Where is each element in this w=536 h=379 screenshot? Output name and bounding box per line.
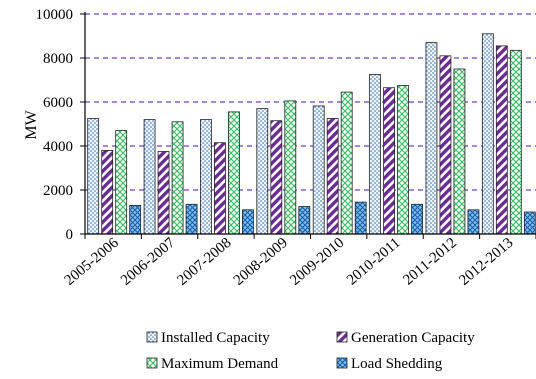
bar-installed-capacity <box>87 118 100 235</box>
legend-swatch <box>336 331 348 343</box>
bar-load-shedding <box>467 209 480 235</box>
bars <box>87 33 536 235</box>
bar-installed-capacity <box>369 74 381 235</box>
y-tick-label: 10000 <box>36 7 74 23</box>
bar-maximum-demand <box>509 49 522 235</box>
legend-swatch <box>336 357 348 369</box>
bar-generation-capacity <box>214 142 226 235</box>
bar-generation-capacity <box>326 118 339 235</box>
bar-load-shedding <box>411 203 423 235</box>
bar-installed-capacity <box>200 119 212 235</box>
bar-maximum-demand <box>397 85 409 235</box>
legend-swatch <box>146 331 158 343</box>
bar-installed-capacity <box>312 105 325 235</box>
x-tick-labels: 2005-20062006-20072007-20082008-20092009… <box>62 234 517 288</box>
bar-generation-capacity <box>495 45 508 235</box>
bar-maximum-demand <box>115 130 128 235</box>
y-axis-label: MW <box>23 109 40 139</box>
bar-installed-capacity <box>481 33 494 235</box>
bar-load-shedding <box>242 209 254 235</box>
bar-maximum-demand <box>340 91 353 235</box>
bar-installed-capacity <box>425 42 438 235</box>
x-tick-label: 2012-2013 <box>456 235 516 289</box>
legend-label: Maximum Demand <box>161 356 279 372</box>
x-tick-label: 2007-2008 <box>174 235 234 289</box>
x-tick-label: 2011-2012 <box>400 235 460 289</box>
bar-load-shedding <box>298 206 311 235</box>
x-tick-label: 2006-2007 <box>118 234 178 288</box>
bar-maximum-demand <box>284 100 297 235</box>
legend-label: Load Shedding <box>351 356 443 372</box>
bar-generation-capacity <box>157 151 170 235</box>
legend-label: Installed Capacity <box>161 330 270 346</box>
bar-load-shedding <box>354 201 367 235</box>
legend: Installed Capacity Generation Capacity Max… <box>146 330 475 372</box>
y-tick-labels: 0 2000 4000 6000 8000 10000 <box>36 7 85 243</box>
bar-generation-capacity <box>270 120 283 235</box>
x-tick-label: 2010-2011 <box>344 235 404 289</box>
bar-load-shedding <box>523 211 536 235</box>
axes <box>84 12 536 239</box>
x-tick-label: 2008-2009 <box>231 235 291 289</box>
bar-installed-capacity <box>256 108 269 235</box>
legend-swatch <box>146 357 158 369</box>
bar-maximum-demand <box>228 111 240 235</box>
bar-load-shedding <box>185 203 198 235</box>
bar-installed-capacity <box>143 119 156 235</box>
x-tick-label: 2009-2010 <box>287 235 347 289</box>
bar-maximum-demand <box>171 121 184 235</box>
legend-label: Generation Capacity <box>351 330 475 346</box>
y-tick-label: 2000 <box>43 183 73 199</box>
bar-generation-capacity <box>383 87 395 235</box>
y-tick-label: 6000 <box>43 95 73 111</box>
bar-generation-capacity <box>101 149 114 235</box>
y-tick-label: 4000 <box>43 139 73 155</box>
bar-generation-capacity <box>439 55 452 235</box>
bar-maximum-demand <box>453 68 466 235</box>
y-tick-label: 0 <box>66 227 74 243</box>
y-tick-label: 8000 <box>43 51 73 67</box>
bar-load-shedding <box>129 204 142 235</box>
